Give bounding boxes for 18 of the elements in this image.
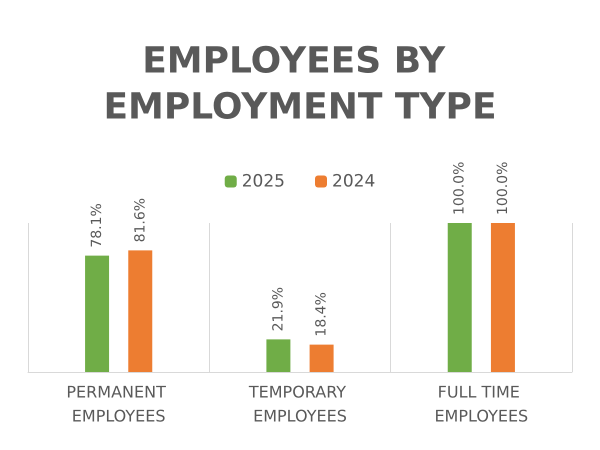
chart-title: EMPLOYEES BY EMPLOYMENT TYPE: [103, 40, 497, 128]
legend-label: 2024: [332, 172, 376, 192]
data-label: 18.4%: [314, 292, 330, 337]
x-tick-label: TEMPORARY EMPLOYEES: [248, 382, 352, 426]
bar: [128, 250, 152, 372]
data-label: 78.1%: [89, 203, 106, 248]
data-label: 100.0%: [494, 162, 511, 215]
bar: [266, 339, 290, 372]
bar: [490, 223, 515, 372]
data-label: 21.9%: [270, 286, 286, 332]
data-label: 100.0%: [452, 162, 468, 215]
bar: [310, 344, 334, 372]
bar: [85, 256, 110, 372]
legend-label: 2025: [242, 172, 285, 192]
x-tick-label: PERMANENT EMPLOYEES: [66, 382, 171, 426]
data-label: 81.6%: [132, 198, 148, 242]
x-tick-label: FULL TIME EMPLOYEES: [434, 382, 528, 426]
bar: [448, 223, 472, 372]
